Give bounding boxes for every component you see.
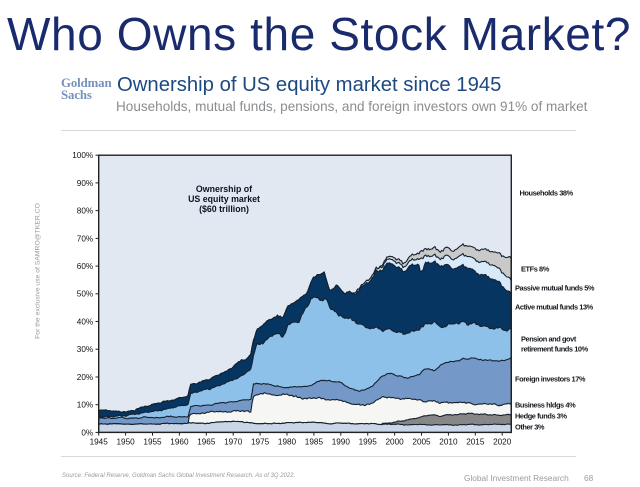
svg-text:Foreign investors 17%: Foreign investors 17%	[515, 375, 586, 384]
svg-text:2010: 2010	[439, 438, 458, 447]
svg-text:1970: 1970	[224, 438, 243, 447]
svg-text:1945: 1945	[90, 438, 109, 447]
svg-text:2000: 2000	[385, 438, 404, 447]
svg-text:($60 trillion): ($60 trillion)	[199, 204, 249, 214]
svg-text:retirement funds 10%: retirement funds 10%	[521, 345, 589, 354]
svg-text:0%: 0%	[81, 428, 93, 437]
svg-text:1960: 1960	[170, 438, 189, 447]
svg-text:Ownership of: Ownership of	[196, 184, 252, 194]
svg-text:ETFs 8%: ETFs 8%	[521, 265, 550, 274]
svg-text:Passive mutual funds 5%: Passive mutual funds 5%	[515, 284, 595, 293]
svg-text:70%: 70%	[77, 234, 93, 243]
svg-text:US equity market: US equity market	[188, 194, 260, 204]
svg-text:50%: 50%	[77, 290, 93, 299]
svg-text:30%: 30%	[77, 345, 93, 354]
svg-text:1985: 1985	[305, 438, 324, 447]
svg-text:100%: 100%	[72, 151, 93, 160]
svg-text:2005: 2005	[412, 438, 431, 447]
svg-text:Households 38%: Households 38%	[520, 189, 574, 198]
svg-text:1995: 1995	[359, 438, 378, 447]
svg-text:Other 3%: Other 3%	[515, 423, 545, 432]
svg-text:Hedge funds 3%: Hedge funds 3%	[515, 412, 567, 421]
svg-text:2015: 2015	[466, 438, 485, 447]
svg-text:1955: 1955	[143, 438, 162, 447]
svg-text:40%: 40%	[77, 318, 93, 327]
svg-text:80%: 80%	[77, 207, 93, 216]
svg-text:Business hldgs 4%: Business hldgs 4%	[515, 401, 576, 410]
svg-text:10%: 10%	[77, 401, 93, 410]
svg-text:60%: 60%	[77, 262, 93, 271]
svg-text:90%: 90%	[77, 179, 93, 188]
svg-text:Active mutual funds 13%: Active mutual funds 13%	[515, 303, 594, 312]
svg-text:1975: 1975	[251, 438, 270, 447]
svg-text:1965: 1965	[197, 438, 216, 447]
svg-text:2020: 2020	[493, 438, 512, 447]
svg-text:1990: 1990	[332, 438, 351, 447]
svg-text:1980: 1980	[278, 438, 297, 447]
svg-text:1950: 1950	[116, 438, 135, 447]
svg-text:20%: 20%	[77, 373, 93, 382]
svg-text:Pension and govt: Pension and govt	[521, 335, 577, 344]
